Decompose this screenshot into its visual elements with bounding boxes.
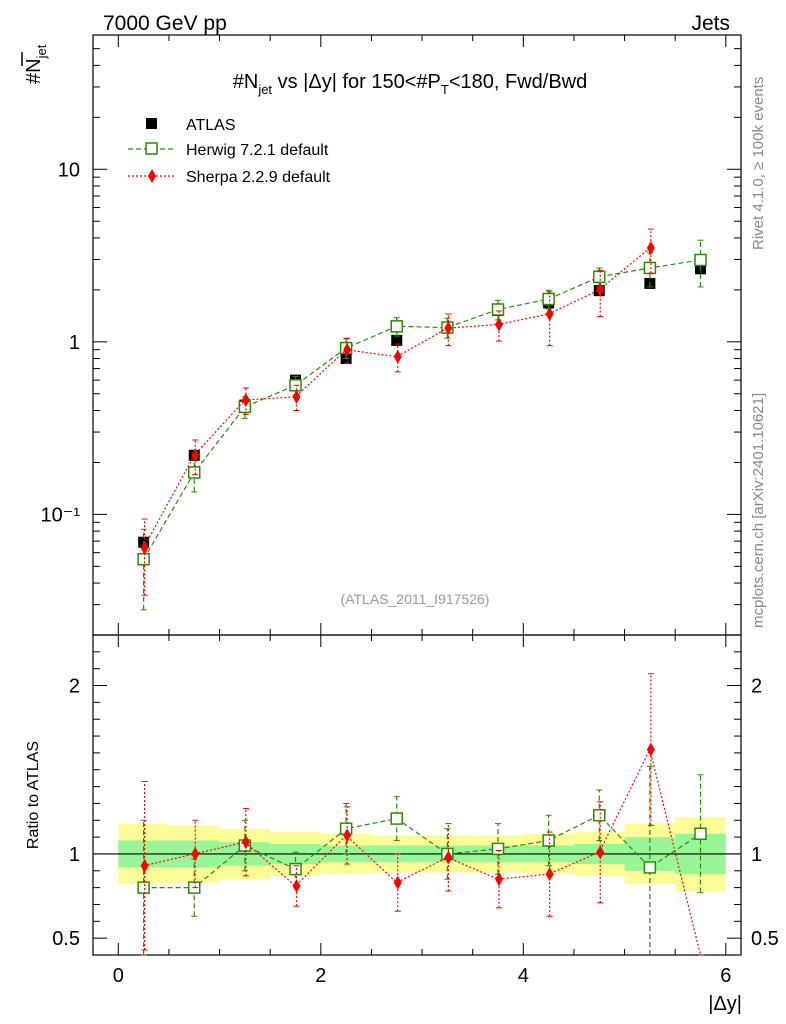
svg-text:#Njet vs |Δy| for 150<#PT<180,: #Njet vs |Δy| for 150<#PT<180, Fwd/Bwd <box>233 71 588 97</box>
main-point <box>545 306 554 321</box>
ratio-point <box>343 828 352 843</box>
ratio-point <box>140 858 149 873</box>
main-point <box>137 552 150 566</box>
ratio-y-tick-label-right: 2 <box>751 676 762 698</box>
header-right-label: Jets <box>691 12 730 35</box>
ratio-point <box>596 845 605 860</box>
main-point <box>343 342 352 357</box>
ratio-point <box>542 834 555 847</box>
ratio-y-label: Ratio to ATLAS <box>25 741 42 849</box>
main-point <box>596 282 605 297</box>
ratio-y-tick-label-right: 1 <box>751 844 762 866</box>
main-y-tick-label: 10⁻¹ <box>41 504 81 526</box>
series-sherpa <box>140 228 705 956</box>
main-point <box>241 393 250 408</box>
ratio-y-tick-label-right: 0.5 <box>751 928 779 950</box>
mcplots-label: mcplots.cern.ch [arXiv:2401.10621] <box>750 393 767 628</box>
ratio-point <box>241 835 250 850</box>
x-tick-label: 6 <box>720 965 731 987</box>
main-point <box>646 240 655 255</box>
ratio-point <box>292 878 301 893</box>
title-part-1: # <box>233 71 245 93</box>
title-sub-jet: jet <box>257 82 272 97</box>
main-point <box>593 270 606 284</box>
ratio-point <box>545 867 554 882</box>
ratio-point <box>137 881 150 894</box>
main-point <box>495 317 503 332</box>
main-point <box>444 321 453 336</box>
ratio-y-tick-label: 1 <box>69 844 80 866</box>
title-pbar: P <box>428 71 441 93</box>
ratio-point <box>643 861 657 874</box>
plot-layer: 0 2 4 6 10⁻¹ 1 10 0.5 0.5 1 1 2 2 <box>41 34 779 987</box>
main-point <box>491 303 505 316</box>
ratio-point <box>289 862 302 876</box>
ratio-point <box>444 850 453 865</box>
title-sub-t: T <box>441 82 449 97</box>
atlas-data-point <box>391 334 403 346</box>
main-y-tick-label: 10 <box>58 159 80 181</box>
ratio-point <box>491 842 505 856</box>
x-tick-label: 0 <box>113 965 124 987</box>
x-tick-label: 2 <box>315 965 326 987</box>
ratio-point <box>646 742 655 757</box>
legend-herwig-label: Herwig 7.2.1 default <box>186 142 329 159</box>
header-left-label: 7000 GeV pp <box>103 12 227 35</box>
analysis-watermark: (ATLAS_2011_I917526) <box>341 591 490 607</box>
main-point <box>390 320 403 333</box>
main-point <box>191 448 200 463</box>
series-line-main <box>143 247 651 549</box>
main-point <box>188 466 201 479</box>
legend-herwig-marker <box>145 142 158 155</box>
title-nbar: N <box>244 71 258 93</box>
chart-title: #Njet vs |Δy| for 150<#PT<180, Fwd/Bwd <box>233 71 588 97</box>
main-y-label: #Njet <box>21 44 49 84</box>
legend: ATLAS Herwig 7.2.1 default Sherpa 2.2.9 … <box>128 117 331 186</box>
x-tick-label: 4 <box>518 965 529 987</box>
legend-atlas-label: ATLAS <box>186 117 236 134</box>
title-part-2: vs |Δy| for 150<# <box>272 71 428 93</box>
ratio-point <box>593 808 606 822</box>
ratio-y-tick-label: 2 <box>69 676 80 698</box>
main-point <box>643 261 657 275</box>
legend-atlas-marker <box>146 118 157 129</box>
main-point <box>542 292 555 306</box>
main-point <box>393 349 402 364</box>
series-line-ratio <box>143 814 701 889</box>
ratio-point <box>393 875 402 890</box>
main-y-label-sub: jet <box>34 44 49 59</box>
ratio-point <box>694 827 707 840</box>
ratio-point <box>390 812 403 825</box>
ratio-plot-frame <box>92 634 742 956</box>
legend-sherpa-marker <box>148 169 156 183</box>
main-point <box>694 253 707 267</box>
main-y-label-text: #N <box>23 58 45 84</box>
main-point <box>140 540 149 555</box>
main-point <box>292 389 301 404</box>
main-y-tick-label: 1 <box>69 332 80 354</box>
series-line-main <box>143 259 701 560</box>
title-part-3: <180, Fwd/Bwd <box>449 71 587 93</box>
ratio-point <box>495 872 503 887</box>
series-line-ratio <box>143 747 702 956</box>
ratio-point <box>191 846 200 861</box>
ratio-y-tick-label: 0.5 <box>52 928 80 950</box>
svg-text:#Njet: #Njet <box>23 44 49 84</box>
legend-sherpa-label: Sherpa 2.2.9 default <box>186 169 331 186</box>
x-axis-label: |Δy| <box>708 993 742 1015</box>
rivet-version-label: Rivet 4.1.0, ≥ 100k events <box>750 77 767 250</box>
